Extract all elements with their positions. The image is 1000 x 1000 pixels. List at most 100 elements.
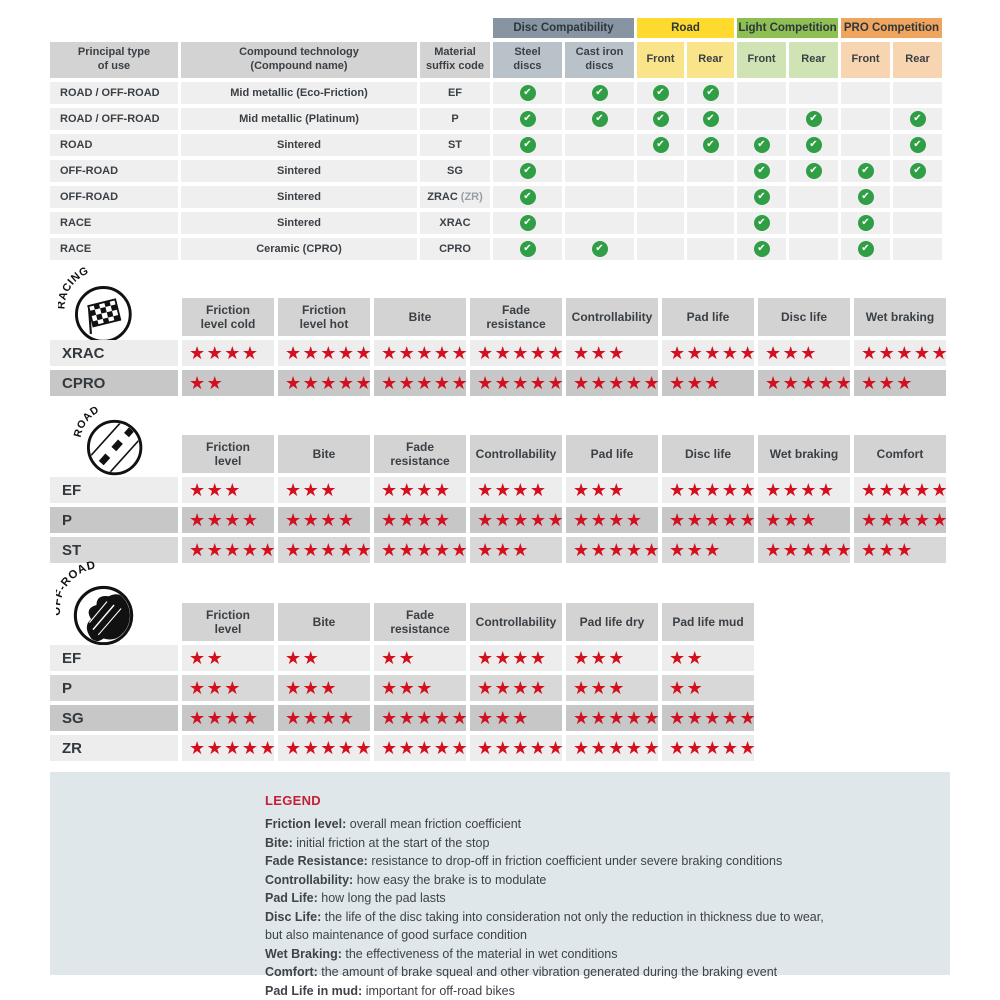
check-icon: ✔ [857,189,874,205]
star-icons: ★★★★★ [381,738,470,758]
legend-line: but also maintenance of good surface con… [265,928,930,942]
star-rating-cell: ★★ [374,645,466,671]
compatibility-cell [737,82,786,104]
star-icons: ★★ [669,678,705,698]
star-icons: ★★★ [285,480,338,500]
compatibility-cell [637,238,684,260]
star-rating-cell: ★★★★ [182,507,274,533]
principal-use-cell: ROAD / OFF-ROAD [50,82,178,104]
compatibility-cell [687,186,734,208]
star-icons: ★★★ [765,343,818,363]
legend-line: Comfort: the amount of brake squeal and … [265,965,930,979]
compatibility-cell [893,238,942,260]
compound-label-p: P [50,507,178,533]
rating-column-header: Friction level [182,603,274,641]
rating-column-header: Controllability [566,298,658,336]
legend-desc: the life of the disc taking into conside… [324,909,824,924]
column-header: Front [737,42,786,78]
legend-desc: important for off-road bikes [365,983,515,998]
compatibility-cell: ✔ [737,238,786,260]
rating-column-header: Comfort [854,435,946,473]
star-icons: ★★★★ [285,708,356,728]
star-rating-cell: ★★★★★ [470,735,564,761]
star-rating-cell: ★★★ [758,507,850,533]
star-icons: ★★★★★ [573,708,662,728]
compatibility-cell: ✔ [789,160,838,182]
compatibility-cell: ✔ [841,160,890,182]
star-icons: ★★ [285,648,321,668]
star-rating-cell: ★★★★★ [662,340,756,366]
compound-label-xrac: XRAC [50,340,178,366]
star-icons: ★★★ [285,678,338,698]
checkered-flag-glyph [87,298,122,335]
rating-column-header: Bite [374,298,466,336]
principal-use-cell: ROAD [50,134,178,156]
compatibility-cell [893,186,942,208]
rating-column-header: Bite [278,435,370,473]
star-rating-cell: ★★★★★ [470,340,566,366]
check-icon: ✔ [805,137,822,153]
star-icons: ★★★★★ [285,738,374,758]
header-spacer [50,435,178,473]
compound-label-st: ST [50,537,178,563]
column-header: Rear [893,42,942,78]
check-icon: ✔ [805,111,822,127]
check-icon: ✔ [591,85,608,101]
star-icons: ★★★★★ [861,510,950,530]
rating-column-header: Disc life [758,298,850,336]
check-icon: ✔ [519,111,536,127]
star-icons: ★★★★★ [861,480,950,500]
star-icons: ★★★ [189,480,242,500]
star-rating-cell: ★★ [278,645,370,671]
star-rating-cell: ★★★★★ [854,507,950,533]
legend-title: LEGEND [265,793,321,808]
legend-term: Pad Life in mud: [265,983,363,998]
column-header: Cast iron discs [565,42,634,78]
star-icons: ★★★★★ [189,540,278,560]
compound-technology-cell: Sintered [181,212,417,234]
compatibility-cell [789,212,838,234]
star-icons: ★★★★ [381,510,452,530]
compatibility-cell [841,82,890,104]
rating-column-header: Friction level cold [182,298,274,336]
compatibility-cell: ✔ [687,134,734,156]
star-rating-cell: ★★★★★ [566,370,662,396]
star-icons: ★★★★★ [477,343,566,363]
road-grid: Friction level Bite Fade resistance Control… [50,435,950,563]
compatibility-cell [841,108,890,130]
star-rating-cell: ★★★ [470,705,562,731]
suffix-note: (ZR) [460,191,483,203]
star-rating-cell: ★★★★★ [374,735,470,761]
legend-term: Friction level: [265,817,347,831]
offroad-mud-splash-icon: OFF-ROAD [56,561,134,646]
legend-line: Controllability: how easy the brake is t… [265,873,930,887]
check-icon: ✔ [909,163,926,179]
group-header-road: Road [637,18,734,38]
compatibility-cell [565,160,634,182]
compatibility-cell [893,82,942,104]
compatibility-cell [687,160,734,182]
star-icons: ★★★ [573,343,626,363]
star-rating-cell: ★★★★★ [662,477,756,503]
star-rating-cell: ★★★★★ [374,370,468,396]
column-header: Compound technology (Compound name) [181,42,417,78]
racing-grid: Friction level cold Friction level hot Bit… [50,298,948,396]
star-rating-cell: ★★★★★ [374,705,468,731]
legend-desc: the amount of brake squeal and other vib… [321,965,778,979]
star-icons: ★★★★★ [381,343,470,363]
star-icons: ★★★ [477,540,530,560]
legend-desc: resistance to drop-off in friction coeff… [371,854,783,868]
check-icon: ✔ [519,137,536,153]
star-icons: ★★★★ [573,510,644,530]
group-header-disc-compatibility: Disc Compatibility [493,18,634,38]
star-rating-cell: ★★★ [278,675,370,701]
material-suffix-cell: XRAC [420,212,490,234]
column-header: Front [841,42,890,78]
star-rating-cell: ★★★★★ [566,705,662,731]
star-rating-cell: ★★★★ [182,705,274,731]
star-icons: ★★★★★ [573,373,662,393]
compound-technology-cell: Mid metallic (Eco-Friction) [181,82,417,104]
compatibility-cell: ✔ [493,108,562,130]
compound-technology-cell: Ceramic (CPRO) [181,238,417,260]
star-rating-cell: ★★★★ [182,340,274,366]
